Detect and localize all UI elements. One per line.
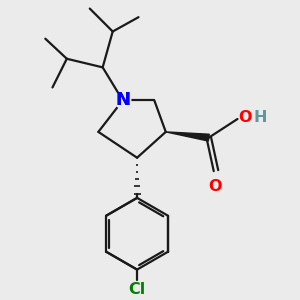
Text: H: H (253, 110, 267, 125)
Text: N: N (115, 91, 130, 109)
Polygon shape (166, 132, 209, 141)
Text: Cl: Cl (128, 283, 146, 298)
Text: O: O (238, 110, 252, 125)
Text: N: N (115, 91, 130, 109)
Circle shape (115, 92, 131, 108)
Text: O: O (208, 179, 221, 194)
